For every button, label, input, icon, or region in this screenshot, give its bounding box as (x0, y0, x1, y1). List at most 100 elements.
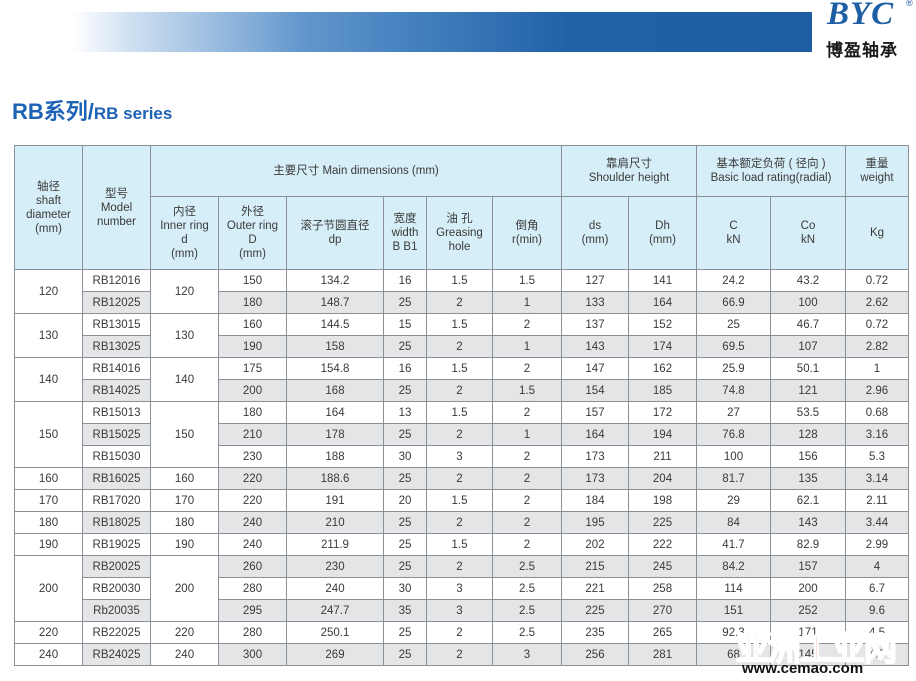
cell-outer: 200 (218, 379, 287, 402)
cell-kg: 2.82 (845, 335, 909, 358)
cell-grease: 1.5 (426, 357, 493, 380)
table-row: RB14025 200 168 25 2 1.5 154 185 74.8 121 2.96 (15, 379, 909, 402)
cell-width: 15 (383, 313, 427, 336)
page-title-en: RB series (93, 104, 173, 123)
cell-chamfer: 1 (492, 423, 562, 446)
cell-ds: 173 (561, 467, 629, 490)
cell-inner: 150 (150, 401, 219, 468)
cell-dh: 174 (628, 335, 697, 358)
cell-model: RB13015 (82, 313, 151, 336)
cell-ds: 154 (561, 379, 629, 402)
cell-c: 84.2 (696, 555, 771, 578)
header-shaft: 轴径 shaft diameter (mm) (14, 145, 83, 270)
cell-c: 25 (696, 313, 771, 336)
cell-width: 25 (383, 555, 427, 578)
cell-ds: 256 (561, 643, 629, 666)
header-outer: 外径 Outer ring D (mm) (218, 196, 287, 270)
header-inner: 内径 Inner ring d (mm) (150, 196, 219, 270)
cell-c: 76.8 (696, 423, 771, 446)
cell-chamfer: 2 (492, 467, 562, 490)
watermark-url: www.cemao.com (742, 660, 864, 677)
cell-chamfer: 1 (492, 291, 562, 314)
header-grease: 油 孔 Greasing hole (426, 196, 493, 270)
cell-ds: 133 (561, 291, 629, 314)
cell-outer: 150 (218, 269, 287, 292)
cell-model: RB13025 (82, 335, 151, 358)
cell-model: RB12025 (82, 291, 151, 314)
table-body: 120 RB12016 120 150 134.2 16 1.5 1.5 127 141 24.2 4… (14, 269, 909, 666)
cell-grease: 3 (426, 599, 493, 622)
cell-width: 25 (383, 533, 427, 556)
company-name-cn: 博盈轴承 (826, 41, 898, 60)
cell-model: RB15025 (82, 423, 151, 446)
cell-c: 69.5 (696, 335, 771, 358)
cell-width: 16 (383, 357, 427, 380)
cell-grease: 1.5 (426, 269, 493, 292)
cell-outer: 220 (218, 467, 287, 490)
cell-grease: 2 (426, 379, 493, 402)
cell-dp: 247.7 (286, 599, 384, 622)
cell-kg: 3.16 (845, 423, 909, 446)
table-row: Rb20035 295 247.7 35 3 2.5 225 270 151 252 9.6 (15, 599, 909, 622)
header-dp: 滚子节圆直径 dp (286, 196, 384, 270)
cell-width: 35 (383, 599, 427, 622)
cell-inner: 180 (150, 511, 219, 534)
table-row: RB13025 190 158 25 2 1 143 174 69.5 107 2.82 (15, 335, 909, 358)
cell-grease: 2 (426, 335, 493, 358)
cell-shaft: 120 (14, 269, 83, 314)
table-row: 160 RB16025 160 220 188.6 25 2 2 173 204 81.7 135 3.… (14, 467, 909, 490)
cell-c: 84 (696, 511, 771, 534)
header-chamfer: 倒角 r(min) (492, 196, 562, 270)
cell-c: 27 (696, 401, 771, 424)
cell-model: RB20030 (82, 577, 151, 600)
cell-width: 25 (383, 335, 427, 358)
header-ds: ds (mm) (561, 196, 629, 270)
cell-ds: 225 (561, 599, 629, 622)
cell-shaft: 160 (14, 467, 83, 490)
table-row: 120 RB12016 120 150 134.2 16 1.5 1.5 127 141 24.2 4… (14, 269, 909, 314)
cell-model: RB14016 (82, 357, 151, 380)
cell-dh: 265 (628, 621, 697, 644)
cell-shaft: 130 (14, 313, 83, 358)
table-row: RB15025 210 178 25 2 1 164 194 76.8 128 3.16 (15, 423, 909, 446)
header-model: 型号 Model number (82, 145, 151, 270)
cell-inner: 140 (150, 357, 219, 402)
cell-inner: 220 (150, 621, 219, 644)
header-weight: 重量 weight (845, 145, 909, 197)
cell-chamfer: 2 (492, 533, 562, 556)
cell-chamfer: 2.5 (492, 599, 562, 622)
cell-dh: 164 (628, 291, 697, 314)
cell-dh: 222 (628, 533, 697, 556)
cell-dh: 270 (628, 599, 697, 622)
cell-shaft: 190 (14, 533, 83, 556)
header-shoulder: 靠肩尺寸 Shoulder height (561, 145, 697, 197)
table-row: 240 RB24025 240 300 269 25 2 3 256 281 68 145 4.5 (14, 643, 909, 666)
cell-grease: 2 (426, 511, 493, 534)
cell-outer: 175 (218, 357, 287, 380)
header-co: Co kN (770, 196, 846, 270)
cell-co: 157 (770, 555, 846, 578)
cell-model: RB22025 (82, 621, 151, 644)
cell-ds: 173 (561, 445, 629, 468)
cell-co: 200 (770, 577, 846, 600)
cell-inner: 200 (150, 555, 219, 622)
cell-grease: 2 (426, 423, 493, 446)
cell-inner: 190 (150, 533, 219, 556)
cell-ds: 137 (561, 313, 629, 336)
cell-chamfer: 2.5 (492, 621, 562, 644)
cell-kg: 2.96 (845, 379, 909, 402)
cell-outer: 280 (218, 621, 287, 644)
cell-grease: 2 (426, 291, 493, 314)
cell-outer: 160 (218, 313, 287, 336)
cell-kg: 1 (845, 357, 909, 380)
cell-co: 46.7 (770, 313, 846, 336)
cell-co: 252 (770, 599, 846, 622)
cell-chamfer: 2 (492, 313, 562, 336)
cell-inner: 240 (150, 643, 219, 666)
cell-dp: 164 (286, 401, 384, 424)
cell-co: 135 (770, 467, 846, 490)
cell-kg: 0.72 (845, 269, 909, 292)
cell-shaft: 150 (14, 401, 83, 468)
cell-grease: 2 (426, 467, 493, 490)
cell-dp: 188.6 (286, 467, 384, 490)
